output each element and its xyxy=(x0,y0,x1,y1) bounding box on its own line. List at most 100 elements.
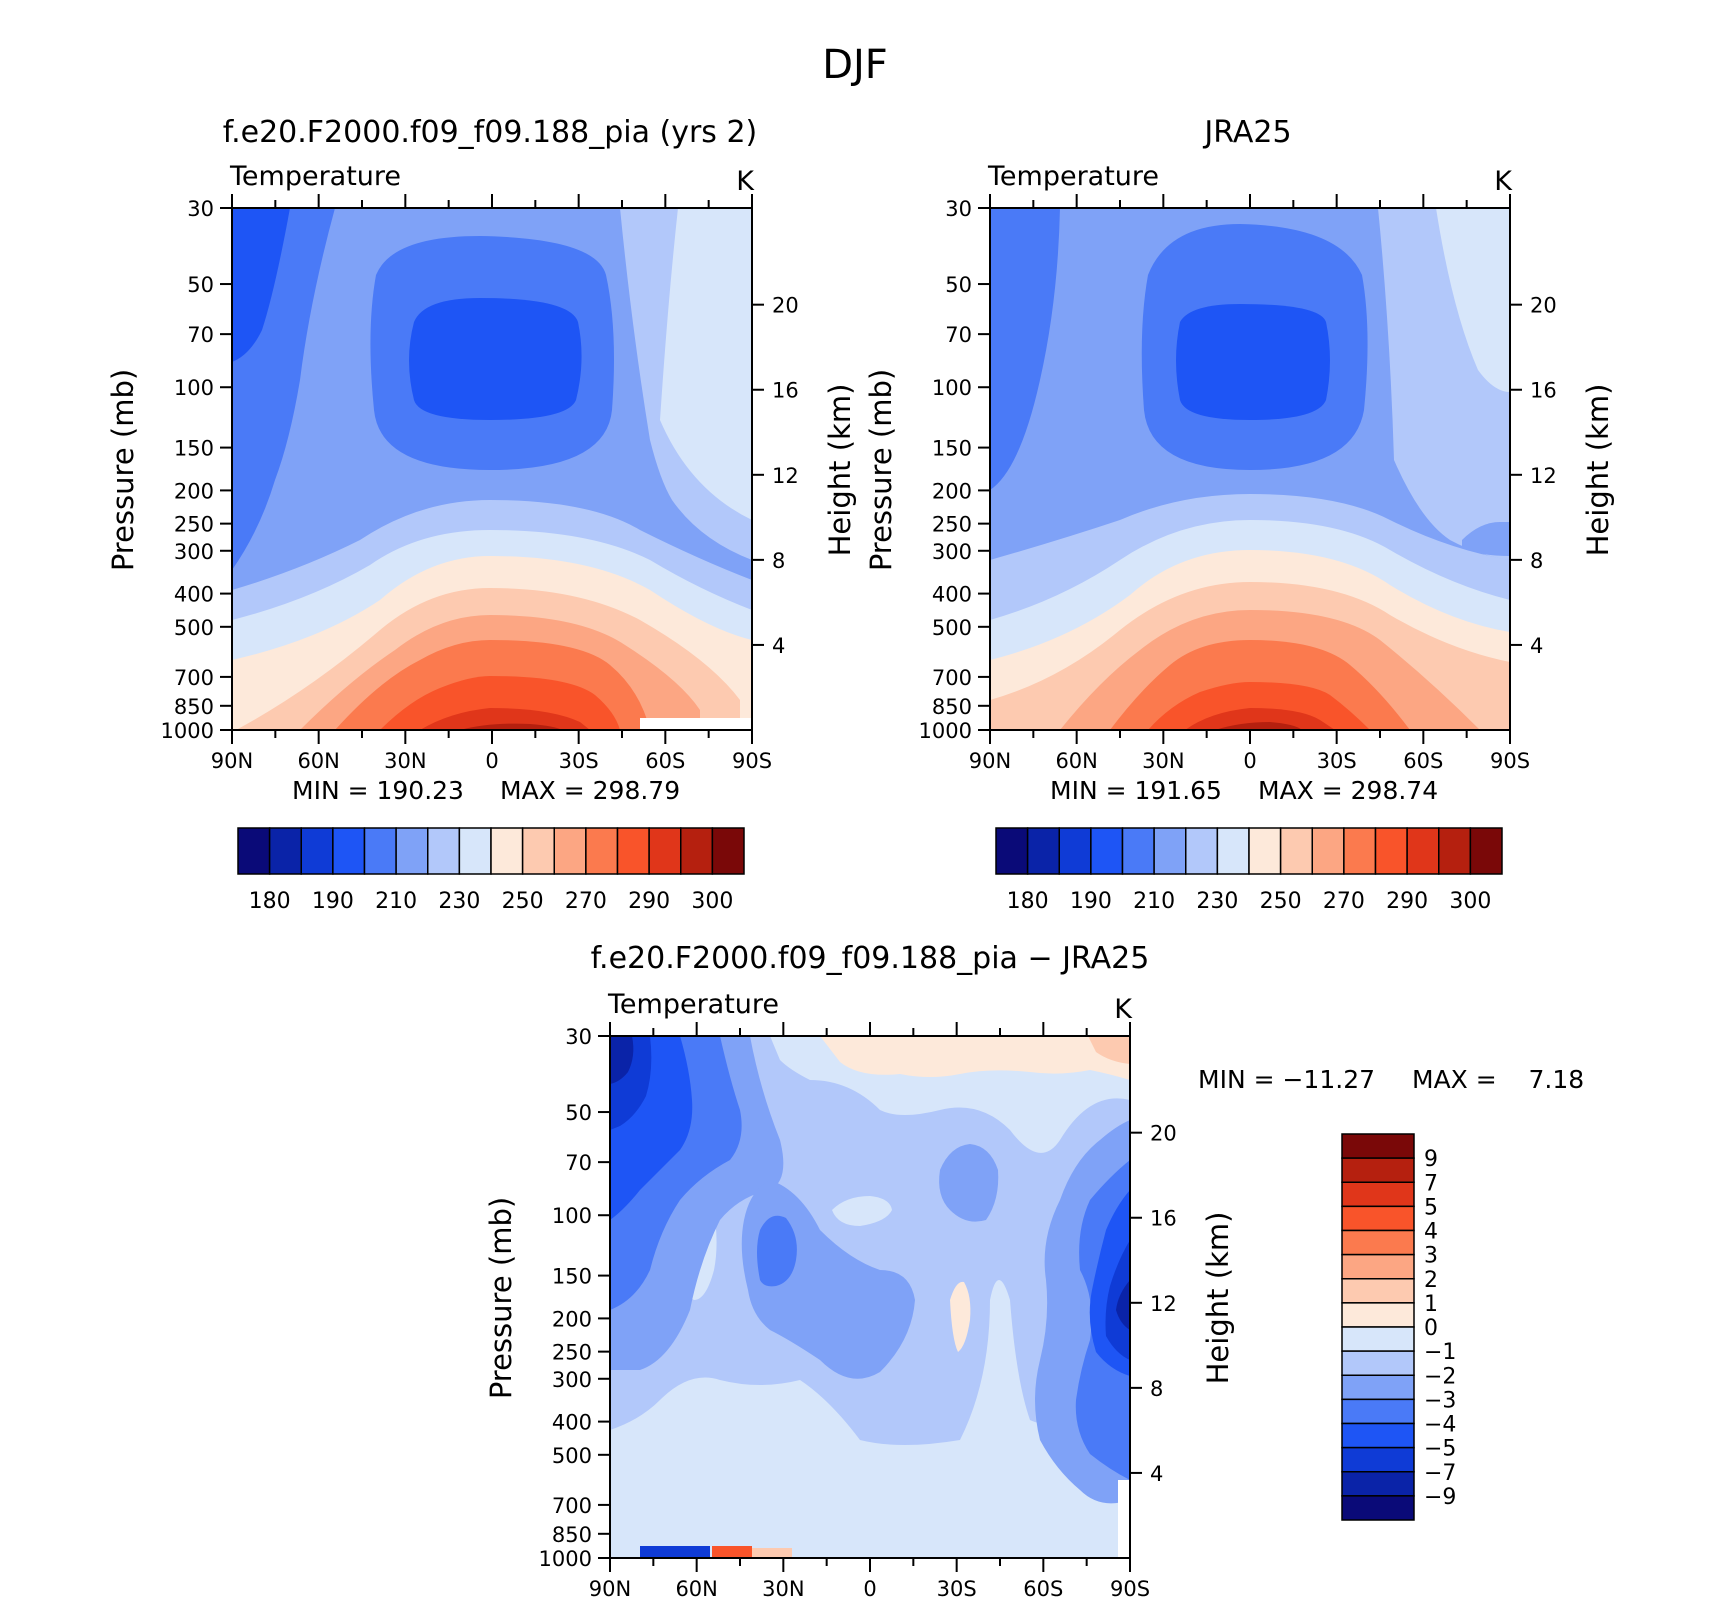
colorbar-box xyxy=(995,827,1029,875)
y2-tick-label: 12 xyxy=(1150,1292,1177,1316)
colorbar-label: 2 xyxy=(1424,1268,1438,1293)
y2-tick-label: 16 xyxy=(772,379,799,403)
colorbar-box xyxy=(1341,1278,1415,1304)
colorbar-label: 230 xyxy=(1196,889,1238,914)
y2-tick-label: 4 xyxy=(1150,1462,1163,1486)
panel-obs-title: JRA25 xyxy=(1202,115,1291,150)
colorbar-box xyxy=(1279,827,1313,875)
panel-model-y2label: Height (km) xyxy=(823,384,857,557)
panel-obs-plot xyxy=(989,207,1511,731)
y2-tick-label: 8 xyxy=(1150,1377,1163,1401)
field-band-4a xyxy=(990,208,1060,490)
colorbar-box xyxy=(237,827,271,875)
panel-obs-ylabel: Pressure (mb) xyxy=(864,369,898,571)
colorbar-box xyxy=(648,827,682,875)
colorbar-label: 290 xyxy=(1386,889,1428,914)
colorbar-label: 1 xyxy=(1424,1292,1438,1317)
panel-model-min: MIN = 190.23 xyxy=(292,776,464,805)
y-tick-label: 70 xyxy=(565,1151,592,1175)
colorbar-box xyxy=(553,827,587,875)
y-tick-label: 30 xyxy=(187,197,214,221)
panel-obs-y2label: Height (km) xyxy=(1581,384,1615,557)
y-tick-label: 30 xyxy=(945,197,972,221)
colorbar-box xyxy=(1341,1398,1415,1425)
y-tick-label: 250 xyxy=(932,513,972,537)
colorbar-box xyxy=(1058,827,1092,875)
x-tick-label: 30N xyxy=(762,1577,804,1600)
y-tick-label: 30 xyxy=(565,1025,592,1049)
y-tick-label: 300 xyxy=(174,540,214,564)
colorbar-box xyxy=(1341,1495,1415,1521)
colorbar-box xyxy=(490,827,524,875)
colorbar-label: −9 xyxy=(1424,1485,1456,1510)
y2-tick-label: 4 xyxy=(772,634,785,658)
colorbar-label: 3 xyxy=(1424,1244,1438,1269)
field-band-fd-spot xyxy=(950,1281,971,1352)
colorbar-box xyxy=(427,827,461,875)
field-band-7f-right-spot xyxy=(939,1144,999,1222)
colorbar-box xyxy=(1341,1326,1415,1352)
colorbar-box xyxy=(268,827,302,875)
colorbar-label: −2 xyxy=(1424,1364,1456,1389)
y-tick-label: 100 xyxy=(174,376,214,400)
y-tick-label: 700 xyxy=(552,1494,592,1518)
y-tick-label: 850 xyxy=(932,695,972,719)
colorbar-box xyxy=(711,827,745,875)
field-band-fc-top xyxy=(1088,1036,1130,1064)
x-tick-label: 90S xyxy=(732,749,772,773)
colorbar-label: 0 xyxy=(1424,1316,1438,1341)
field-band-1e-core xyxy=(1176,304,1330,420)
colorbar-label: −3 xyxy=(1424,1388,1456,1413)
panel-diff-plot xyxy=(609,1035,1131,1559)
y-tick-label: 700 xyxy=(174,666,214,690)
y-tick-label: 50 xyxy=(945,273,972,297)
colorbar-box xyxy=(1311,827,1345,875)
field-band-d7-spot xyxy=(832,1196,892,1226)
x-tick-label: 90N xyxy=(211,749,253,773)
colorbar-box xyxy=(458,827,492,875)
colorbar-label: 270 xyxy=(1323,889,1365,914)
x-tick-label: 90S xyxy=(1110,1577,1150,1600)
panel-obs-colorbar: 180 190 210 230 250 270 290 300 xyxy=(995,827,1503,914)
y-tick-label: 400 xyxy=(932,583,972,607)
colorbar-box xyxy=(585,827,619,875)
colorbar-box xyxy=(616,827,650,875)
x-tick-label: 60S xyxy=(1403,749,1443,773)
y-tick-label: 50 xyxy=(565,1101,592,1125)
panel-model-colorbar: 180 190 210 230 250 270 290 300 xyxy=(237,827,745,914)
colorbar-label: 300 xyxy=(1449,889,1491,914)
y-tick-label: 200 xyxy=(174,479,214,503)
colorbar-box xyxy=(1341,1229,1415,1256)
x-tick-label: 90N xyxy=(969,749,1011,773)
colorbar-box xyxy=(1185,827,1219,875)
y2-tick-label: 8 xyxy=(772,549,785,573)
panel-obs-max: MAX = 298.74 xyxy=(1258,776,1438,805)
y2-tick-label: 12 xyxy=(1530,464,1557,488)
panel-model-left-string: Temperature xyxy=(229,161,401,192)
panel-diff-max: MAX = 7.18 xyxy=(1412,1065,1584,1094)
panel-model-right-string: K xyxy=(736,166,755,197)
colorbar-box xyxy=(1026,827,1060,875)
field-surface-red xyxy=(712,1546,752,1558)
panel-model-plot xyxy=(231,207,753,731)
x-tick-label: 30S xyxy=(559,749,599,773)
y-tick-label: 300 xyxy=(552,1368,592,1392)
colorbar-label: 190 xyxy=(312,889,354,914)
field-band-1e-core xyxy=(409,298,582,420)
y2-tick-label: 12 xyxy=(772,464,799,488)
colorbar-box xyxy=(1343,827,1377,875)
y-tick-label: 1000 xyxy=(539,1547,592,1571)
y-tick-label: 70 xyxy=(945,323,972,347)
x-tick-label: 60N xyxy=(297,749,339,773)
y-tick-label: 1000 xyxy=(919,719,972,743)
colorbar-box xyxy=(1341,1157,1415,1183)
x-tick-label: 60N xyxy=(1055,749,1097,773)
y-tick-label: 250 xyxy=(552,1341,592,1365)
y-tick-label: 200 xyxy=(552,1307,592,1331)
y-tick-label: 100 xyxy=(552,1204,592,1228)
field-band-warm-e0 xyxy=(420,708,590,730)
colorbar-label: 210 xyxy=(1133,889,1175,914)
colorbar-box xyxy=(1341,1350,1415,1376)
field-band-4a-mid xyxy=(757,1215,797,1287)
